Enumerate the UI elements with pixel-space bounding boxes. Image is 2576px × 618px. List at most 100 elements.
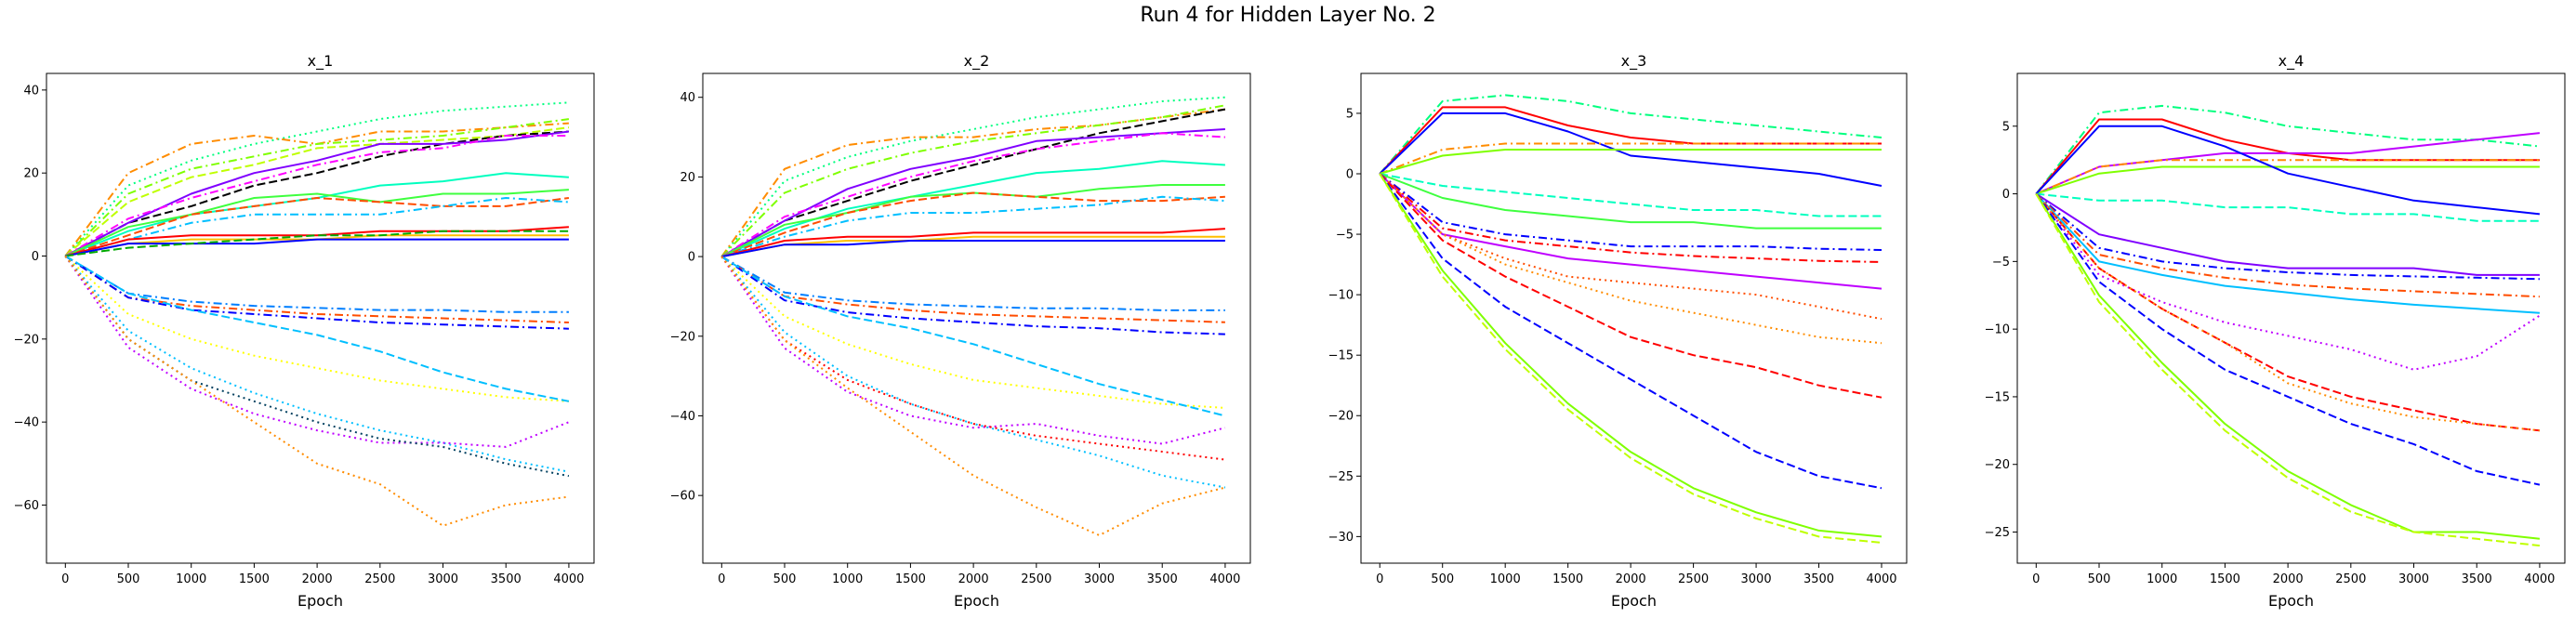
series-line-6 <box>720 132 1225 257</box>
x-tick-label: 2500 <box>1021 572 1051 586</box>
series-line-10 <box>720 195 1225 258</box>
y-tick-label: −40 <box>670 410 695 424</box>
x-tick: 2500 <box>364 563 395 586</box>
series-line-9 <box>64 189 569 257</box>
y-tick-label: −15 <box>1985 390 2010 404</box>
x-tick-label: 3500 <box>491 572 522 586</box>
series-line-15 <box>1379 173 1882 538</box>
x-tick: 4000 <box>553 563 584 586</box>
x-tick-label: 4000 <box>1209 572 1240 586</box>
series-line-10 <box>64 197 570 257</box>
x-tick: 3000 <box>1084 563 1115 586</box>
subplot-x4: 0 500 1000 1500 2000 2500 3000 3500 4000 −25 −20 −1… <box>1985 52 2566 610</box>
series-line-19 <box>720 256 1226 489</box>
y-tick-label: −20 <box>14 333 39 347</box>
x-tick: 3500 <box>491 563 522 586</box>
y-tick-label: −5 <box>1336 229 1354 243</box>
series-line-20 <box>720 256 1226 445</box>
x-tick: 2000 <box>1616 563 1646 586</box>
y-tick: −20 <box>1985 458 2017 472</box>
subplot-title: x_1 <box>308 52 334 71</box>
series-line-7 <box>64 135 569 257</box>
series-line-13 <box>2035 192 2541 432</box>
series-line-6 <box>64 130 570 257</box>
series-line-5 <box>2035 165 2540 195</box>
y-tick-label: 0 <box>2002 188 2010 202</box>
series-line-12 <box>721 235 1225 258</box>
y-tick-label: −40 <box>14 416 39 430</box>
axes-frame <box>2016 72 2566 564</box>
axes-frame <box>1360 72 1908 564</box>
x-axis-label: Epoch <box>1611 592 1657 610</box>
x-tick-label: 1500 <box>1552 572 1583 586</box>
x-tick-label: 500 <box>773 572 797 586</box>
series-line-7 <box>1379 173 1882 230</box>
x-tick: 2500 <box>1678 563 1709 586</box>
y-tick: −25 <box>1985 526 2017 540</box>
series-line-8 <box>720 184 1225 257</box>
x-tick: 1500 <box>2210 563 2240 586</box>
series-line-5 <box>1379 149 1882 175</box>
series-line-10 <box>2035 192 2540 298</box>
series-line-21 <box>720 256 1226 461</box>
y-tick: −10 <box>1985 323 2017 337</box>
y-tick-label: −15 <box>1328 349 1354 363</box>
y-tick: −60 <box>14 499 46 513</box>
y-tick-label: 20 <box>23 167 39 181</box>
y-tick-label: 5 <box>1346 107 1354 121</box>
series-line-16 <box>720 256 1225 335</box>
x-tick-label: 4000 <box>2524 572 2555 586</box>
x-tick: 1500 <box>895 563 926 586</box>
x-tick-label: 1000 <box>832 572 863 586</box>
y-tick: 40 <box>23 84 46 98</box>
x-tick: 500 <box>1431 563 1454 586</box>
series-line-12 <box>1379 173 1882 345</box>
series-line-14 <box>720 256 1225 311</box>
x-tick-label: 500 <box>2088 572 2111 586</box>
y-tick-label: 0 <box>1346 168 1354 182</box>
series-line-3 <box>720 104 1226 257</box>
series-line-4 <box>2035 159 2540 195</box>
series-line-1 <box>720 96 1225 257</box>
subplot-x1: 0 500 1000 1500 2000 2500 3000 3500 4000 −60 −40 −2… <box>14 52 595 610</box>
series-line-18 <box>64 255 569 330</box>
x-tick-label: 1500 <box>2210 572 2240 586</box>
x-tick-label: 3500 <box>1147 572 1178 586</box>
x-tick-label: 1000 <box>1490 572 1521 586</box>
series-group <box>2035 104 2541 547</box>
series-line-1 <box>1379 94 1882 175</box>
series-line-2 <box>1379 106 1882 175</box>
series-line-15 <box>720 256 1225 323</box>
x-tick-label: 2000 <box>958 572 989 586</box>
x-tick: 3500 <box>2462 563 2492 586</box>
y-tick-label: −60 <box>670 490 695 504</box>
subplot-title: x_4 <box>2279 52 2305 71</box>
series-line-24 <box>64 255 570 527</box>
x-tick: 1500 <box>1552 563 1583 586</box>
y-tick: 40 <box>680 91 703 105</box>
x-tick-label: 3000 <box>428 572 458 586</box>
x-tick: 0 <box>61 563 69 586</box>
x-tick-label: 500 <box>117 572 140 586</box>
x-tick-label: 2000 <box>2273 572 2304 586</box>
series-line-13 <box>721 240 1225 258</box>
series-line-19 <box>64 255 569 402</box>
series-line-3 <box>2035 132 2541 195</box>
y-tick-label: 0 <box>688 251 695 265</box>
x-tick: 1500 <box>239 563 270 586</box>
x-tick: 1000 <box>1490 563 1521 586</box>
series-line-9 <box>1379 173 1882 263</box>
x-tick: 3500 <box>1803 563 1834 586</box>
series-line-6 <box>1380 173 1882 217</box>
y-tick: −5 <box>1336 229 1361 243</box>
series-group <box>64 101 570 527</box>
x-axis-label: Epoch <box>297 592 343 610</box>
series-line-10 <box>1379 173 1882 290</box>
y-tick-label: −10 <box>1985 323 2010 337</box>
x-tick: 500 <box>773 563 797 586</box>
x-tick-label: 0 <box>61 572 69 586</box>
x-tick-label: 1500 <box>239 572 270 586</box>
x-tick-label: 0 <box>718 572 725 586</box>
series-line-7 <box>720 160 1225 258</box>
y-tick: 0 <box>1346 168 1361 182</box>
